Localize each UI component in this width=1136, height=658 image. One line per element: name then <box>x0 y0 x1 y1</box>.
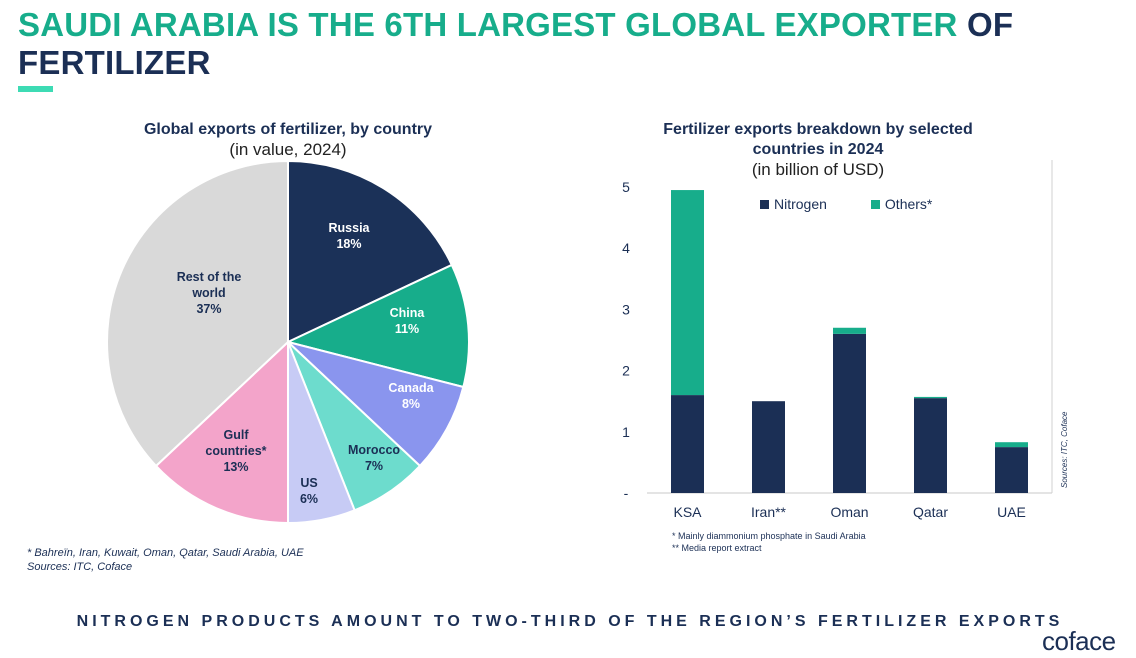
pie-footnotes: * Bahreïn, Iran, Kuwait, Oman, Qatar, Sa… <box>27 546 304 574</box>
page-title-highlight: SAUDI ARABIA IS THE 6TH LARGEST GLOBAL E… <box>18 6 958 43</box>
page-title-rest: OF FERTILIZER <box>18 6 1014 81</box>
pie-footnote-sources: Sources: ITC, Coface <box>27 561 133 573</box>
bar-sources: Sources: ITC, Coface <box>1060 411 1069 488</box>
legend-label-nitrogen: Nitrogen <box>774 196 827 212</box>
bar-footnote-iran: ** Media report extract <box>672 543 762 553</box>
y-tick-1: 1 <box>622 424 630 440</box>
bar-uae-others <box>995 442 1028 448</box>
legend-item-others: Others* <box>870 196 933 212</box>
legend-item-nitrogen: Nitrogen <box>760 196 827 212</box>
bar-chart-title-block: Fertilizer exports breakdown by selected… <box>600 120 1036 180</box>
bar-qatar-nitrogen <box>914 398 947 493</box>
legend-swatch-others <box>870 199 880 209</box>
pie-chart: Russia 18% China 11% Canada 8% Morocco 7% US 6% Gu… <box>106 159 470 525</box>
pie-label-morocco: Morocco 7% <box>348 443 400 473</box>
conclusion-banner: NITROGEN PRODUCTS AMOUNT TO TWO-THIRD OF… <box>76 613 1064 630</box>
pie-label-gulf-countries: Gulf countries* 13% <box>205 428 266 474</box>
pie-chart-subtitle: (in value, 2024) <box>229 140 347 159</box>
y-tick-4: 4 <box>622 240 630 256</box>
y-tick-3: 3 <box>622 301 630 317</box>
legend-swatch-nitrogen <box>760 199 769 209</box>
bar-oman-nitrogen <box>833 333 866 493</box>
pie-label-us: US 6% <box>300 476 318 506</box>
bar-chart-title-line1: Fertilizer exports breakdown by selected <box>663 121 973 138</box>
coface-logo: coface <box>1042 626 1116 656</box>
pie-chart-title: Global exports of fertilizer, by country <box>143 121 433 138</box>
x-tick-ksa: KSA <box>673 504 702 520</box>
pie-slice-rest-of-the-world <box>106 159 289 468</box>
bar-legend: Nitrogen Others* <box>760 196 932 212</box>
x-tick-qatar: Qatar <box>913 504 948 520</box>
bar-chart-subtitle: (in billion of USD) <box>751 160 885 179</box>
pie-label-china: China 11% <box>390 306 426 336</box>
y-tick-0: - <box>624 485 629 501</box>
bar-footnote-others: * Mainly diammonium phosphate in Saudi A… <box>672 531 866 541</box>
pie-footnote-gulf: * Bahreïn, Iran, Kuwait, Oman, Qatar, Sa… <box>27 547 304 559</box>
pie-label-russia: Russia 18% <box>329 221 371 251</box>
pie-slice-russia <box>287 159 454 344</box>
legend-label-others: Others* <box>884 196 933 212</box>
bar-chart: - 1 2 3 4 5 KSA Iran** Oman Qatar UAE <box>622 160 1053 520</box>
title-accent-bar <box>18 86 53 92</box>
pie-slice-china <box>285 263 470 389</box>
pie-label-rest-of-the-world: Rest of the world 37% <box>177 270 242 316</box>
y-tick-5: 5 <box>622 179 630 195</box>
bar-ksa-nitrogen <box>671 395 704 493</box>
pie-slice-canada <box>287 341 465 468</box>
bar-chart-title-line2: countries in 2024 <box>752 141 884 158</box>
x-tick-uae: UAE <box>997 504 1026 520</box>
pie-chart-title-block: Global exports of fertilizer, by country… <box>88 120 488 160</box>
bar-uae-nitrogen <box>995 447 1028 493</box>
page-title: SAUDI ARABIA IS THE 6TH LARGEST GLOBAL E… <box>18 6 1098 82</box>
bar-ksa-others <box>671 190 704 396</box>
pie-slice-gulf-countries <box>154 339 289 525</box>
y-tick-2: 2 <box>622 363 630 379</box>
x-tick-oman: Oman <box>830 504 868 520</box>
bar-footnotes: * Mainly diammonium phosphate in Saudi A… <box>672 530 866 554</box>
pie-label-canada: Canada 8% <box>388 381 434 411</box>
bar-qatar-others <box>914 396 947 399</box>
bar-oman-others <box>833 327 866 334</box>
bar-iran-nitrogen <box>752 401 785 493</box>
x-tick-iran: Iran** <box>751 504 787 520</box>
